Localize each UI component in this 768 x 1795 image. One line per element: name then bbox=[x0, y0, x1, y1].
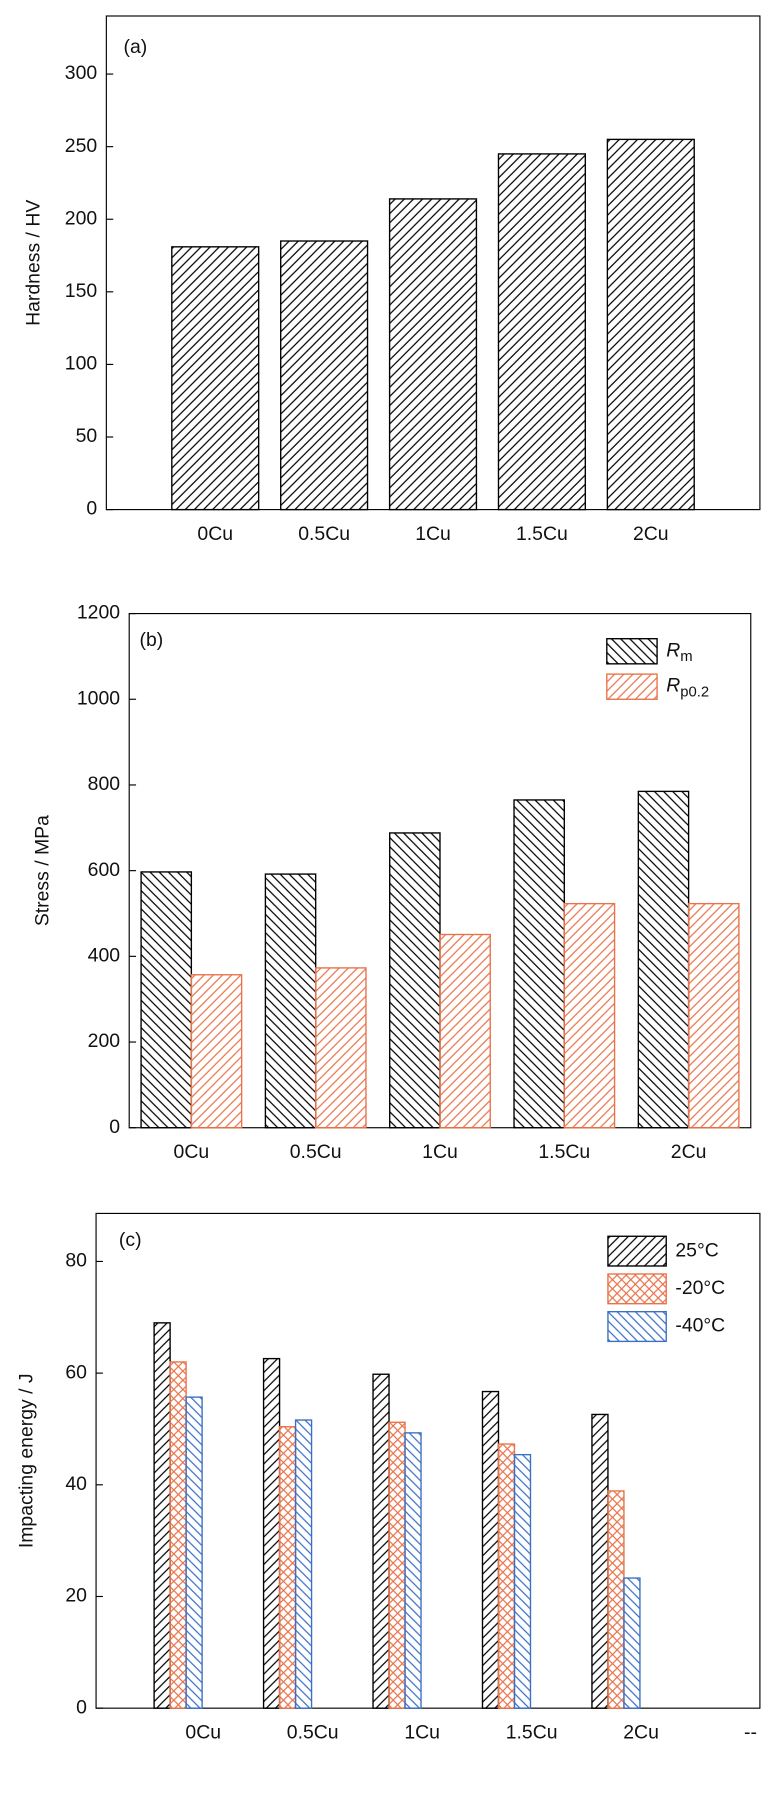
legend-swatch bbox=[606, 673, 658, 700]
legend-label: Rm bbox=[666, 639, 692, 665]
x-tick-label: 2Cu bbox=[671, 1141, 707, 1163]
y-tick-label: 1000 bbox=[77, 687, 120, 709]
x-tick-label: 2Cu bbox=[633, 523, 669, 545]
x-tick-label: 0.5Cu bbox=[298, 523, 350, 545]
bar bbox=[278, 1426, 297, 1709]
legend-swatch bbox=[607, 1311, 667, 1343]
x-tick-label: 1Cu bbox=[404, 1721, 440, 1743]
bar bbox=[439, 933, 491, 1129]
legend-swatch bbox=[607, 1273, 667, 1305]
bar bbox=[606, 138, 695, 511]
bar bbox=[171, 246, 260, 511]
y-axis-label: Stress / MPa bbox=[32, 815, 54, 926]
bar bbox=[623, 1577, 641, 1709]
x-tick-label: 1.5Cu bbox=[538, 1141, 590, 1163]
bar bbox=[153, 1322, 171, 1709]
y-tick-label: 40 bbox=[65, 1473, 87, 1495]
bar bbox=[513, 799, 565, 1129]
bar bbox=[497, 153, 587, 511]
x-tick-label: 0.5Cu bbox=[290, 1141, 342, 1163]
x-tick-label: 1.5Cu bbox=[506, 1721, 558, 1743]
x-tick-label: 1Cu bbox=[422, 1141, 458, 1163]
y-tick-label: 60 bbox=[65, 1361, 87, 1383]
bar bbox=[264, 873, 317, 1129]
y-tick-label: 50 bbox=[76, 425, 98, 447]
x-tick-label: 0.5Cu bbox=[287, 1721, 339, 1743]
plot-frame bbox=[95, 1212, 761, 1709]
bar bbox=[388, 198, 478, 511]
legend-label: -20°C bbox=[675, 1277, 725, 1299]
legend-swatch bbox=[607, 1235, 667, 1267]
bar bbox=[294, 1419, 313, 1709]
x-tick-label: 0Cu bbox=[185, 1721, 221, 1743]
x-tick-label: 1.5Cu bbox=[516, 523, 568, 545]
bar bbox=[388, 1421, 406, 1709]
y-tick-label: 800 bbox=[88, 773, 121, 795]
y-tick-label: 1200 bbox=[77, 602, 120, 624]
legend-label: 25°C bbox=[675, 1239, 718, 1261]
bar bbox=[404, 1432, 422, 1709]
bar bbox=[513, 1453, 532, 1709]
bar bbox=[687, 902, 740, 1129]
y-tick-label: 250 bbox=[65, 135, 98, 157]
y-tick-label: 150 bbox=[65, 280, 98, 302]
bar bbox=[497, 1443, 516, 1709]
legend-swatch bbox=[606, 638, 658, 665]
bar bbox=[314, 967, 367, 1129]
legend-label: Rp0.2 bbox=[666, 675, 709, 701]
bar bbox=[190, 974, 243, 1129]
x-tick-label: 1Cu bbox=[415, 523, 451, 545]
bar bbox=[563, 902, 616, 1129]
legend-label: -40°C bbox=[675, 1315, 725, 1337]
y-tick-label: 0 bbox=[76, 1696, 87, 1718]
y-tick-label: 0 bbox=[109, 1116, 120, 1138]
y-tick-label: 200 bbox=[88, 1030, 121, 1052]
bar bbox=[389, 832, 441, 1129]
bar bbox=[280, 240, 369, 511]
bar bbox=[372, 1373, 390, 1709]
x-tick-label: -- bbox=[744, 1721, 757, 1743]
y-axis-label: Hardness / HV bbox=[22, 200, 44, 326]
y-tick-label: 80 bbox=[65, 1250, 87, 1272]
y-tick-label: 0 bbox=[86, 498, 97, 520]
bar bbox=[607, 1490, 625, 1709]
panel-label: (c) bbox=[119, 1229, 142, 1251]
bar bbox=[185, 1396, 203, 1709]
bar bbox=[481, 1390, 500, 1709]
x-tick-label: 2Cu bbox=[623, 1721, 659, 1743]
bar bbox=[140, 871, 193, 1129]
y-tick-label: 400 bbox=[88, 944, 121, 966]
y-tick-label: 20 bbox=[65, 1585, 87, 1607]
y-tick-label: 200 bbox=[65, 207, 98, 229]
y-axis-label: Impacting energy / J bbox=[16, 1373, 38, 1548]
panel-label: (a) bbox=[123, 36, 147, 58]
panel-label: (b) bbox=[139, 629, 163, 651]
x-tick-label: 0Cu bbox=[197, 523, 233, 545]
x-tick-label: 0Cu bbox=[174, 1141, 210, 1163]
y-tick-label: 300 bbox=[65, 62, 98, 84]
bar bbox=[637, 790, 690, 1129]
y-tick-label: 600 bbox=[88, 859, 121, 881]
bar bbox=[262, 1357, 281, 1709]
y-tick-label: 100 bbox=[65, 353, 98, 375]
bar bbox=[591, 1413, 609, 1709]
bar bbox=[169, 1361, 187, 1709]
